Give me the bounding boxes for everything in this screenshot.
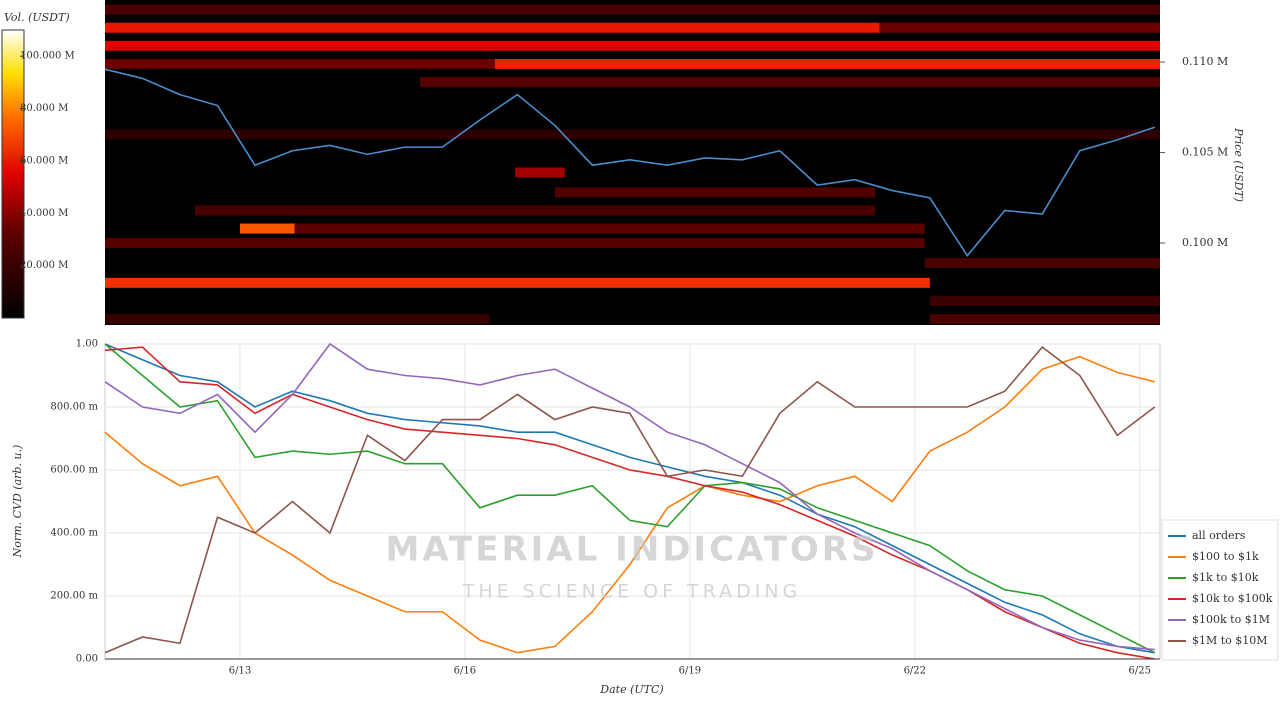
series-line bbox=[104, 342, 1155, 651]
series-line bbox=[104, 355, 1155, 654]
heatmap-band bbox=[105, 40, 1160, 51]
watermark-subtitle: THE SCIENCE OF TRADING bbox=[462, 581, 802, 603]
heatmap-band bbox=[239, 223, 295, 234]
x-tick-label: 6/16 bbox=[454, 666, 476, 677]
y-tick-label: 0.00 bbox=[76, 654, 98, 665]
heatmap-band bbox=[105, 238, 925, 249]
colorbar-title: Vol. (USDT) bbox=[4, 11, 70, 24]
x-axis-title: Date (UTC) bbox=[599, 683, 663, 696]
heatmap-band bbox=[554, 187, 876, 198]
heatmap-band bbox=[294, 223, 925, 234]
series-line bbox=[104, 346, 1155, 660]
heatmap-band bbox=[879, 22, 1160, 33]
colorbar-tick-label: 20.000 M bbox=[20, 260, 68, 271]
heatmap-band bbox=[105, 314, 490, 325]
legend-label: $1k to $10k bbox=[1192, 571, 1259, 584]
heatmap-band bbox=[515, 167, 565, 178]
heatmap-band bbox=[194, 205, 876, 216]
heatmap-band bbox=[105, 129, 1160, 140]
x-tick-label: 6/13 bbox=[229, 666, 251, 677]
price-line bbox=[104, 68, 1156, 258]
y-axis-title: Price (USDT) bbox=[1232, 127, 1245, 202]
colorbar-tick-label: 40.000 M bbox=[20, 208, 68, 219]
y-tick-label: 0.105 M bbox=[1182, 146, 1228, 159]
legend-label: $10k to $100k bbox=[1192, 592, 1273, 605]
y-tick-label: 1.00 bbox=[76, 339, 98, 350]
heatmap-band bbox=[419, 76, 1160, 87]
y-tick-label: 600.00 m bbox=[50, 465, 98, 476]
series-line bbox=[104, 343, 1156, 654]
y-tick-label: 800.00 m bbox=[50, 402, 98, 413]
heatmap-band bbox=[929, 295, 1160, 306]
y-tick-label: 400.00 m bbox=[50, 528, 98, 539]
heatmap-background bbox=[105, 0, 1160, 325]
y-tick-label: 0.100 M bbox=[1182, 236, 1228, 249]
y-tick-label: 200.00 m bbox=[50, 591, 98, 602]
x-tick-label: 6/19 bbox=[679, 666, 701, 677]
series-line bbox=[104, 346, 1156, 654]
heatmap-band bbox=[929, 314, 1160, 325]
x-tick-label: 6/22 bbox=[904, 666, 926, 677]
colorbar-tick-label: 100.000 M bbox=[20, 51, 75, 62]
colorbar bbox=[1, 29, 25, 319]
heatmap-band bbox=[105, 22, 880, 33]
heatmap-band bbox=[105, 4, 1160, 15]
y-tick-label: 0.110 M bbox=[1182, 55, 1228, 68]
colorbar-tick-label: 80.000 M bbox=[20, 103, 68, 114]
colorbar-tick-label: 60.000 M bbox=[20, 155, 68, 166]
y-axis-title: Norm. CVD (arb. u.) bbox=[11, 445, 24, 559]
legend-label: $100k to $1M bbox=[1192, 613, 1270, 626]
heatmap-band bbox=[924, 257, 1160, 268]
legend-label: $1M to $10M bbox=[1192, 634, 1268, 647]
series-line bbox=[104, 343, 1155, 654]
x-tick-label: 6/25 bbox=[1129, 666, 1151, 677]
plot-area bbox=[104, 343, 1161, 660]
watermark: MATERIAL INDICATORS bbox=[386, 530, 879, 570]
legend-label: all orders bbox=[1192, 529, 1246, 542]
heatmap-band bbox=[494, 58, 1160, 69]
legend-label: $100 to $1k bbox=[1192, 550, 1259, 563]
heatmap-band bbox=[105, 277, 930, 288]
heatmap-band bbox=[105, 58, 495, 69]
legend bbox=[1161, 519, 1279, 661]
